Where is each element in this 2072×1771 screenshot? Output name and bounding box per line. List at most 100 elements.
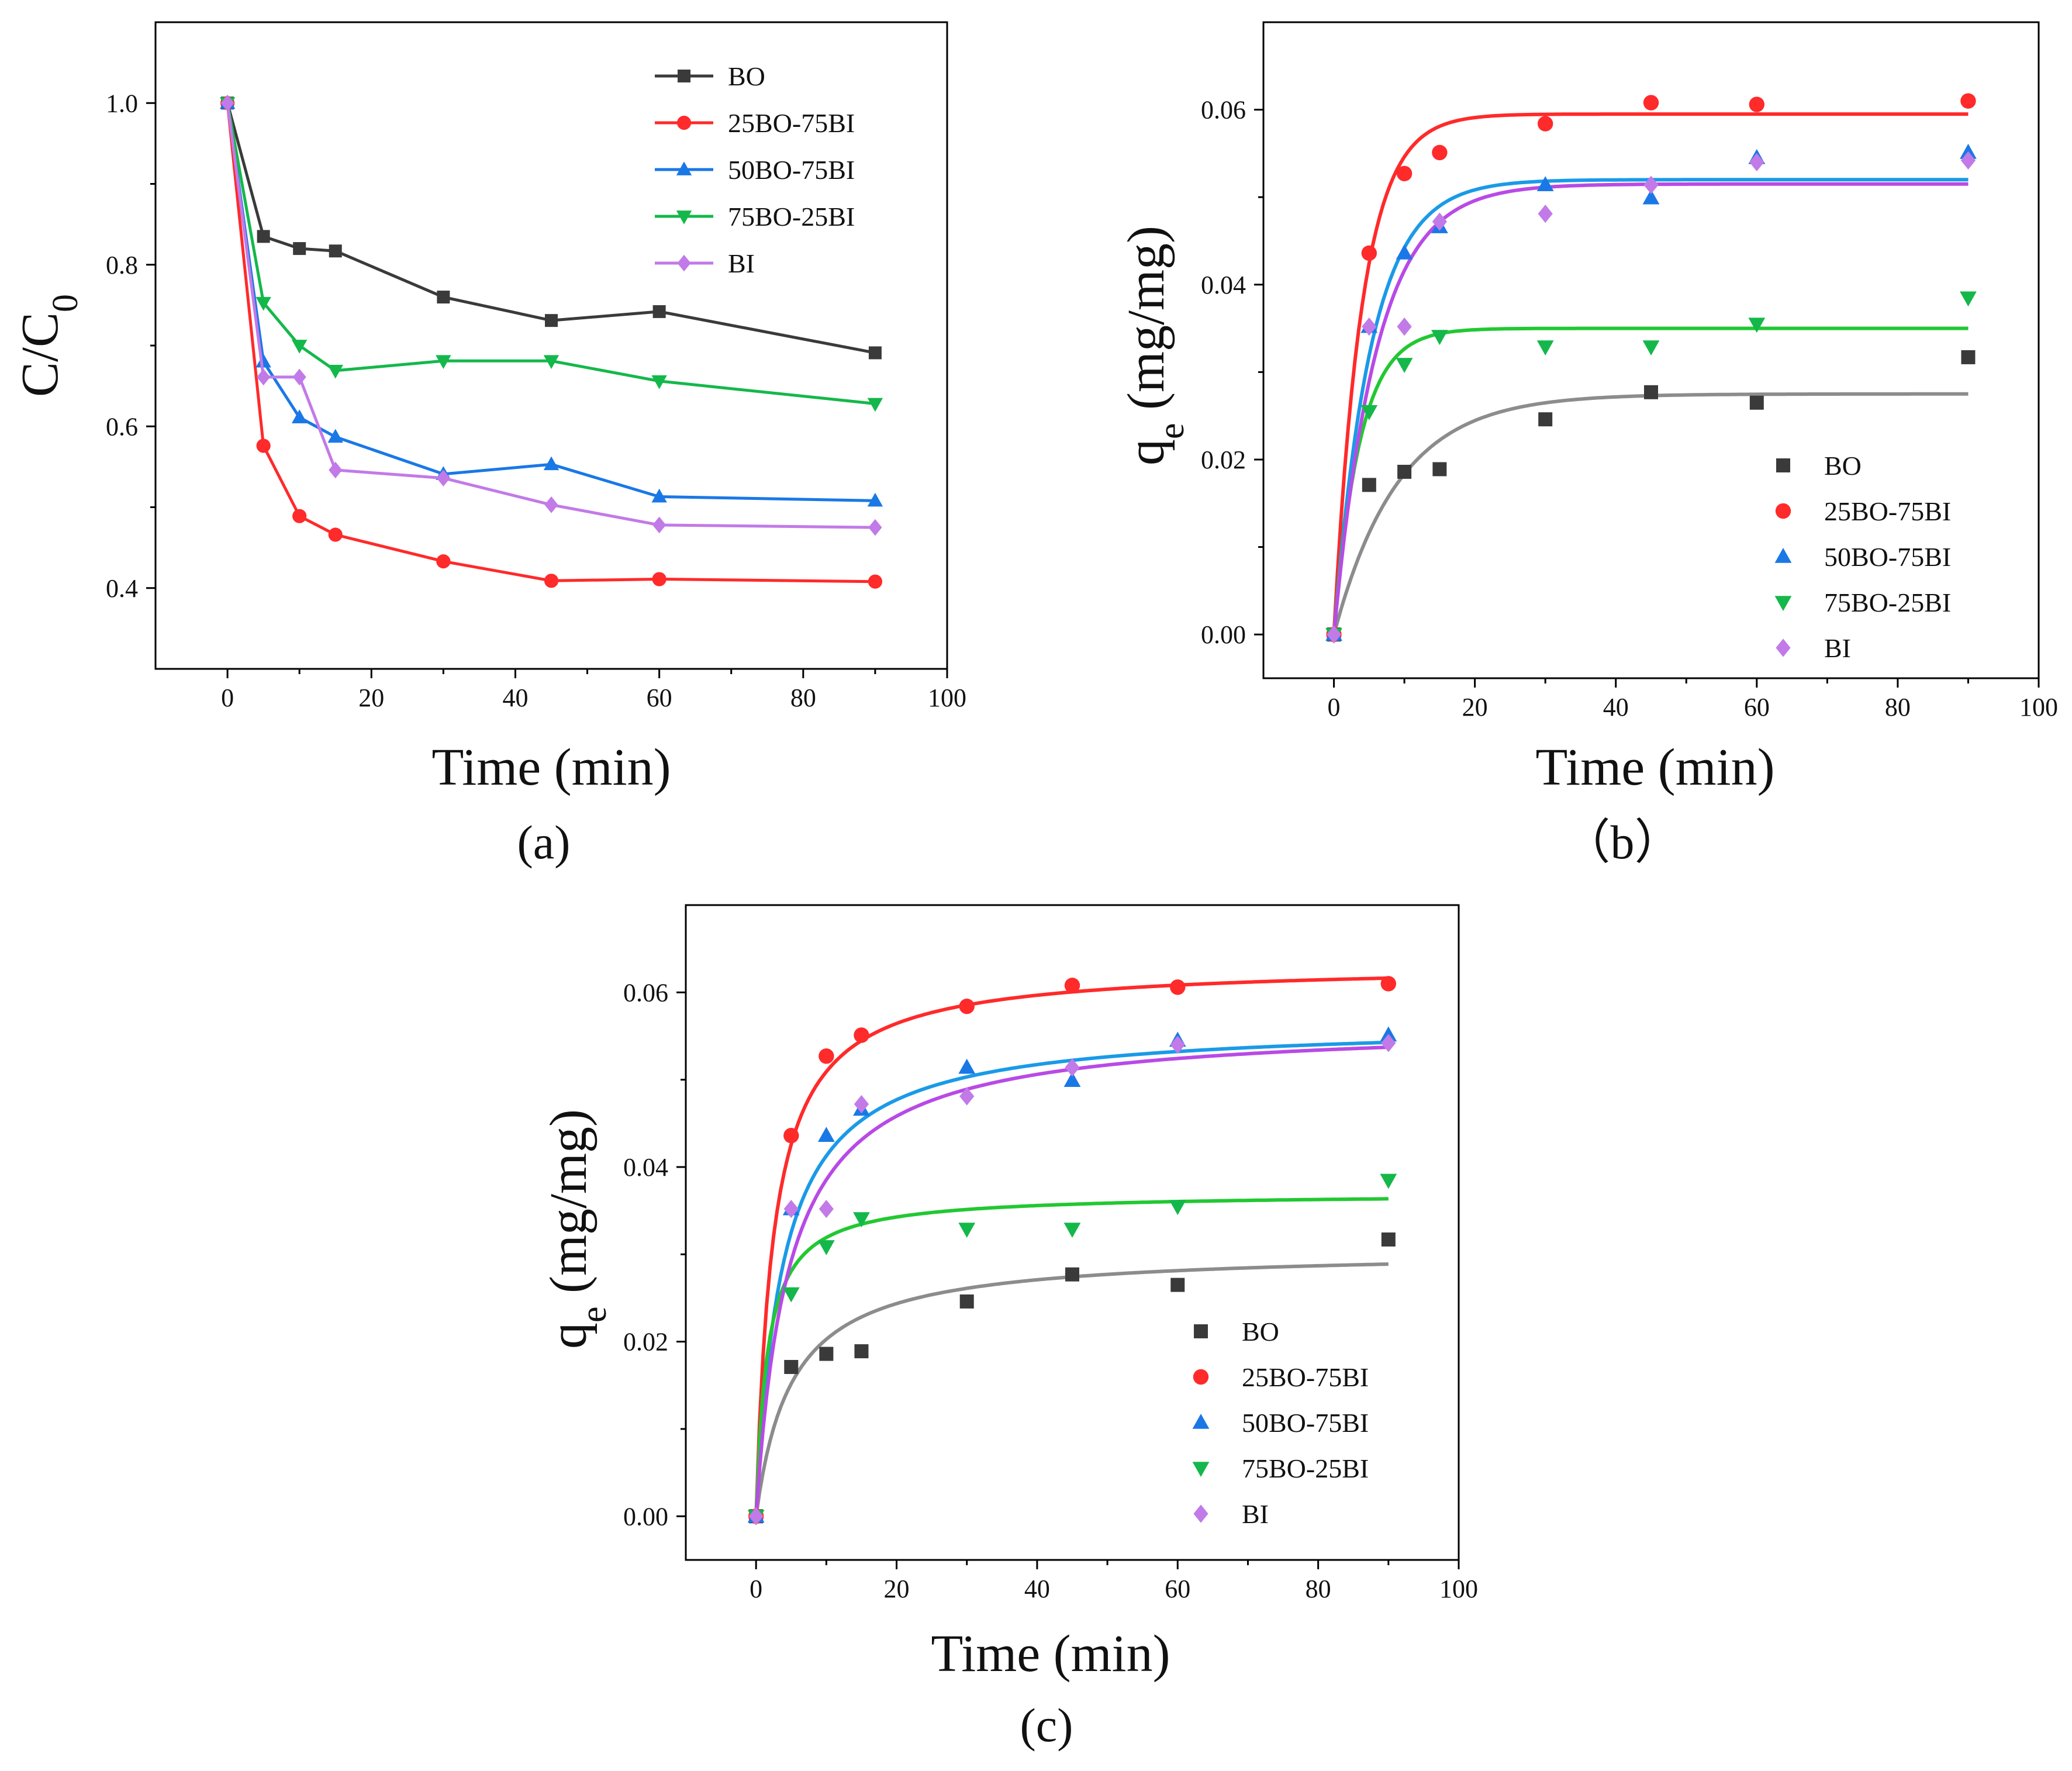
panel-b-series-0-point-5 [1644, 385, 1658, 399]
panel-a-legend-marker-4 [677, 254, 691, 272]
panel-b-series-4-point-6 [1749, 153, 1764, 171]
panel-b-data-marks [1325, 93, 1977, 644]
panel-a-x-tick-label-2: 40 [502, 683, 528, 712]
panel-c-x-axis-label: Time (min) [931, 1625, 1170, 1683]
panel-b-series-3-point-3 [1431, 330, 1448, 346]
panel-a-legend-label-0: BO [728, 61, 765, 91]
panel-b-x-tick-label-2: 40 [1603, 693, 1629, 721]
panel-b-series-4-point-3 [1432, 212, 1447, 231]
panel-c-series-4-point-6 [1170, 1035, 1185, 1054]
panel-c-legend-marker-3 [1192, 1462, 1210, 1477]
panel-b-y-axis-label-subscript: e [1152, 423, 1192, 439]
panel-b-series-4-point-0 [1326, 625, 1342, 644]
panel-b-legend-marker-1 [1775, 503, 1791, 519]
panel-a-series-0-point-6 [652, 305, 666, 318]
panel-c-x-tick-label-0: 0 [750, 1575, 762, 1603]
panel-c-series-1-point-1 [783, 1128, 799, 1144]
panel-b-fit-curve-1 [1332, 112, 1969, 635]
panel-b-plot-frame [1262, 21, 2040, 679]
panel-a-series-4-point-2 [292, 368, 306, 386]
panel-b-series-1-point-6 [1749, 96, 1765, 112]
panel-c-legend-label-4: BI [1242, 1499, 1269, 1529]
panel-a-series-2-point-1 [255, 353, 271, 368]
panel-c-x-tick-label-2: 40 [1024, 1575, 1050, 1603]
panel-a-series-0-point-7 [868, 346, 882, 360]
panel-b-series-3-point-2 [1396, 358, 1413, 373]
panel-b-series-3-point-6 [1748, 317, 1766, 333]
panel-c-legend-label-2: 50BO-75BI [1242, 1408, 1369, 1438]
panel-b-series-4-point-5 [1643, 175, 1659, 194]
panel-b-series-4-point-1 [1362, 317, 1377, 336]
panel-a-series-0-point-5 [545, 314, 558, 327]
panel-c-series-4-point-0 [748, 1507, 764, 1525]
panel-c-series-3-point-3 [853, 1212, 870, 1228]
panel-c-series-1-point-5 [1064, 978, 1080, 993]
panel-a-series-0-point-1 [257, 230, 270, 243]
panel-a-y-axis-label: C/C0 [11, 294, 85, 397]
panel-c-x-tick-label-5: 100 [1439, 1575, 1478, 1603]
panel-a-legend-marker-0 [678, 70, 690, 82]
panel-c-series-3-point-7 [1380, 1173, 1397, 1189]
panel-c-label: (c) [1020, 1698, 1073, 1752]
panel-a-series-4-point-3 [329, 461, 343, 479]
panel-b-legend-label-2: 50BO-75BI [1824, 542, 1951, 572]
panel-b-y-axis-label-unit: (mg/mg) [1117, 226, 1175, 423]
panel-c-legend-marker-0 [1194, 1324, 1208, 1338]
panel-b-series-3-point-7 [1960, 291, 1977, 307]
panel-c-series-0-point-7 [1381, 1232, 1396, 1247]
panel-b-y-axis-label-main: q [1117, 439, 1175, 465]
panel-a-legend-label-4: BI [728, 248, 755, 278]
panel-b-series-0-point-6 [1749, 395, 1764, 410]
panel-c-series-4-point-2 [819, 1200, 834, 1218]
panel-a-series-3-point-7 [867, 398, 883, 412]
panel-b-series-3-point-4 [1536, 340, 1554, 356]
panel-c-series-0-point-2 [819, 1347, 834, 1361]
panel-b-y-tick-label-3: 0.06 [1201, 96, 1246, 125]
panel-c-series-4-point-4 [959, 1087, 975, 1106]
panel-c-series-3-point-2 [817, 1240, 835, 1255]
panel-a-series-4-point-6 [652, 516, 667, 534]
panel-b-y-tick-label-0: 0.00 [1201, 620, 1246, 649]
panel-b-legend-marker-3 [1774, 596, 1792, 611]
panel-b-series-2-point-4 [1536, 176, 1554, 192]
panel-a-series-1-point-2 [292, 509, 307, 523]
panel-c-plot-frame [685, 904, 1460, 1561]
panel-b-legend-label-1: 25BO-75BI [1824, 496, 1951, 526]
panel-a-x-tick-label-1: 20 [358, 683, 384, 712]
panel-b-series-1-point-3 [1432, 144, 1448, 161]
panel-c-y-axis-label-main: q [540, 1323, 598, 1349]
panel-b-series-3-point-1 [1360, 405, 1378, 420]
panel-c-legend-label-3: 75BO-25BI [1242, 1454, 1369, 1483]
panel-a-series-1-point-6 [652, 572, 667, 586]
panel-a-y-axis-label-subscript: 0 [46, 294, 85, 312]
panel-b-series-0-point-1 [1362, 478, 1376, 492]
panel-b-series-1-point-7 [1960, 93, 1976, 109]
panel-b-series-4-point-2 [1397, 317, 1412, 336]
panel-a-series-4-point-0 [220, 94, 234, 112]
panel-a-series-2-point-2 [291, 409, 308, 423]
panel-a-series-2-point-7 [867, 492, 883, 507]
panel-a-series-3-point-3 [327, 364, 343, 379]
panel-a-data-marks [219, 94, 883, 589]
panel-c-y-axis-label-unit: (mg/mg) [540, 1109, 598, 1306]
panel-a-y-axis-label-main: C/C [11, 312, 69, 397]
panel-a-x-tick-label-5: 100 [928, 683, 966, 712]
panel-c-y-axis-label-subscript: e [574, 1306, 614, 1323]
panel-a-series-3-point-2 [291, 340, 308, 354]
panel-b-y-axis-label: qe (mg/mg) [1117, 226, 1192, 465]
panel-c-series-4-point-1 [783, 1200, 799, 1218]
panel-b-legend-label-3: 75BO-25BI [1824, 588, 1951, 617]
panel-a-series-2-point-5 [543, 456, 560, 471]
panel-c-x-tick-label-4: 80 [1306, 1575, 1331, 1603]
panel-a-series-3-point-6 [651, 375, 667, 389]
panel-b-series-3-point-5 [1642, 340, 1660, 356]
panel-b-legend: BO 25BO-75BI 50BO-75BI 75BO-25BI BI [1774, 451, 1951, 663]
panel-b-series-4-point-7 [1960, 151, 1976, 170]
panel-a-series-4-point-7 [868, 519, 882, 536]
panel-c-legend-label-1: 25BO-75BI [1242, 1362, 1369, 1392]
panel-c-chart: 0 20 40 60 80 100 0.00 0.02 0.04 0.06 BO 25BO-75BI… [540, 904, 1478, 1752]
panel-c-y-tick-label-0: 0.00 [623, 1502, 668, 1531]
panel-c-series-1-point-2 [819, 1048, 834, 1064]
panel-b-series-0-point-4 [1538, 412, 1553, 427]
